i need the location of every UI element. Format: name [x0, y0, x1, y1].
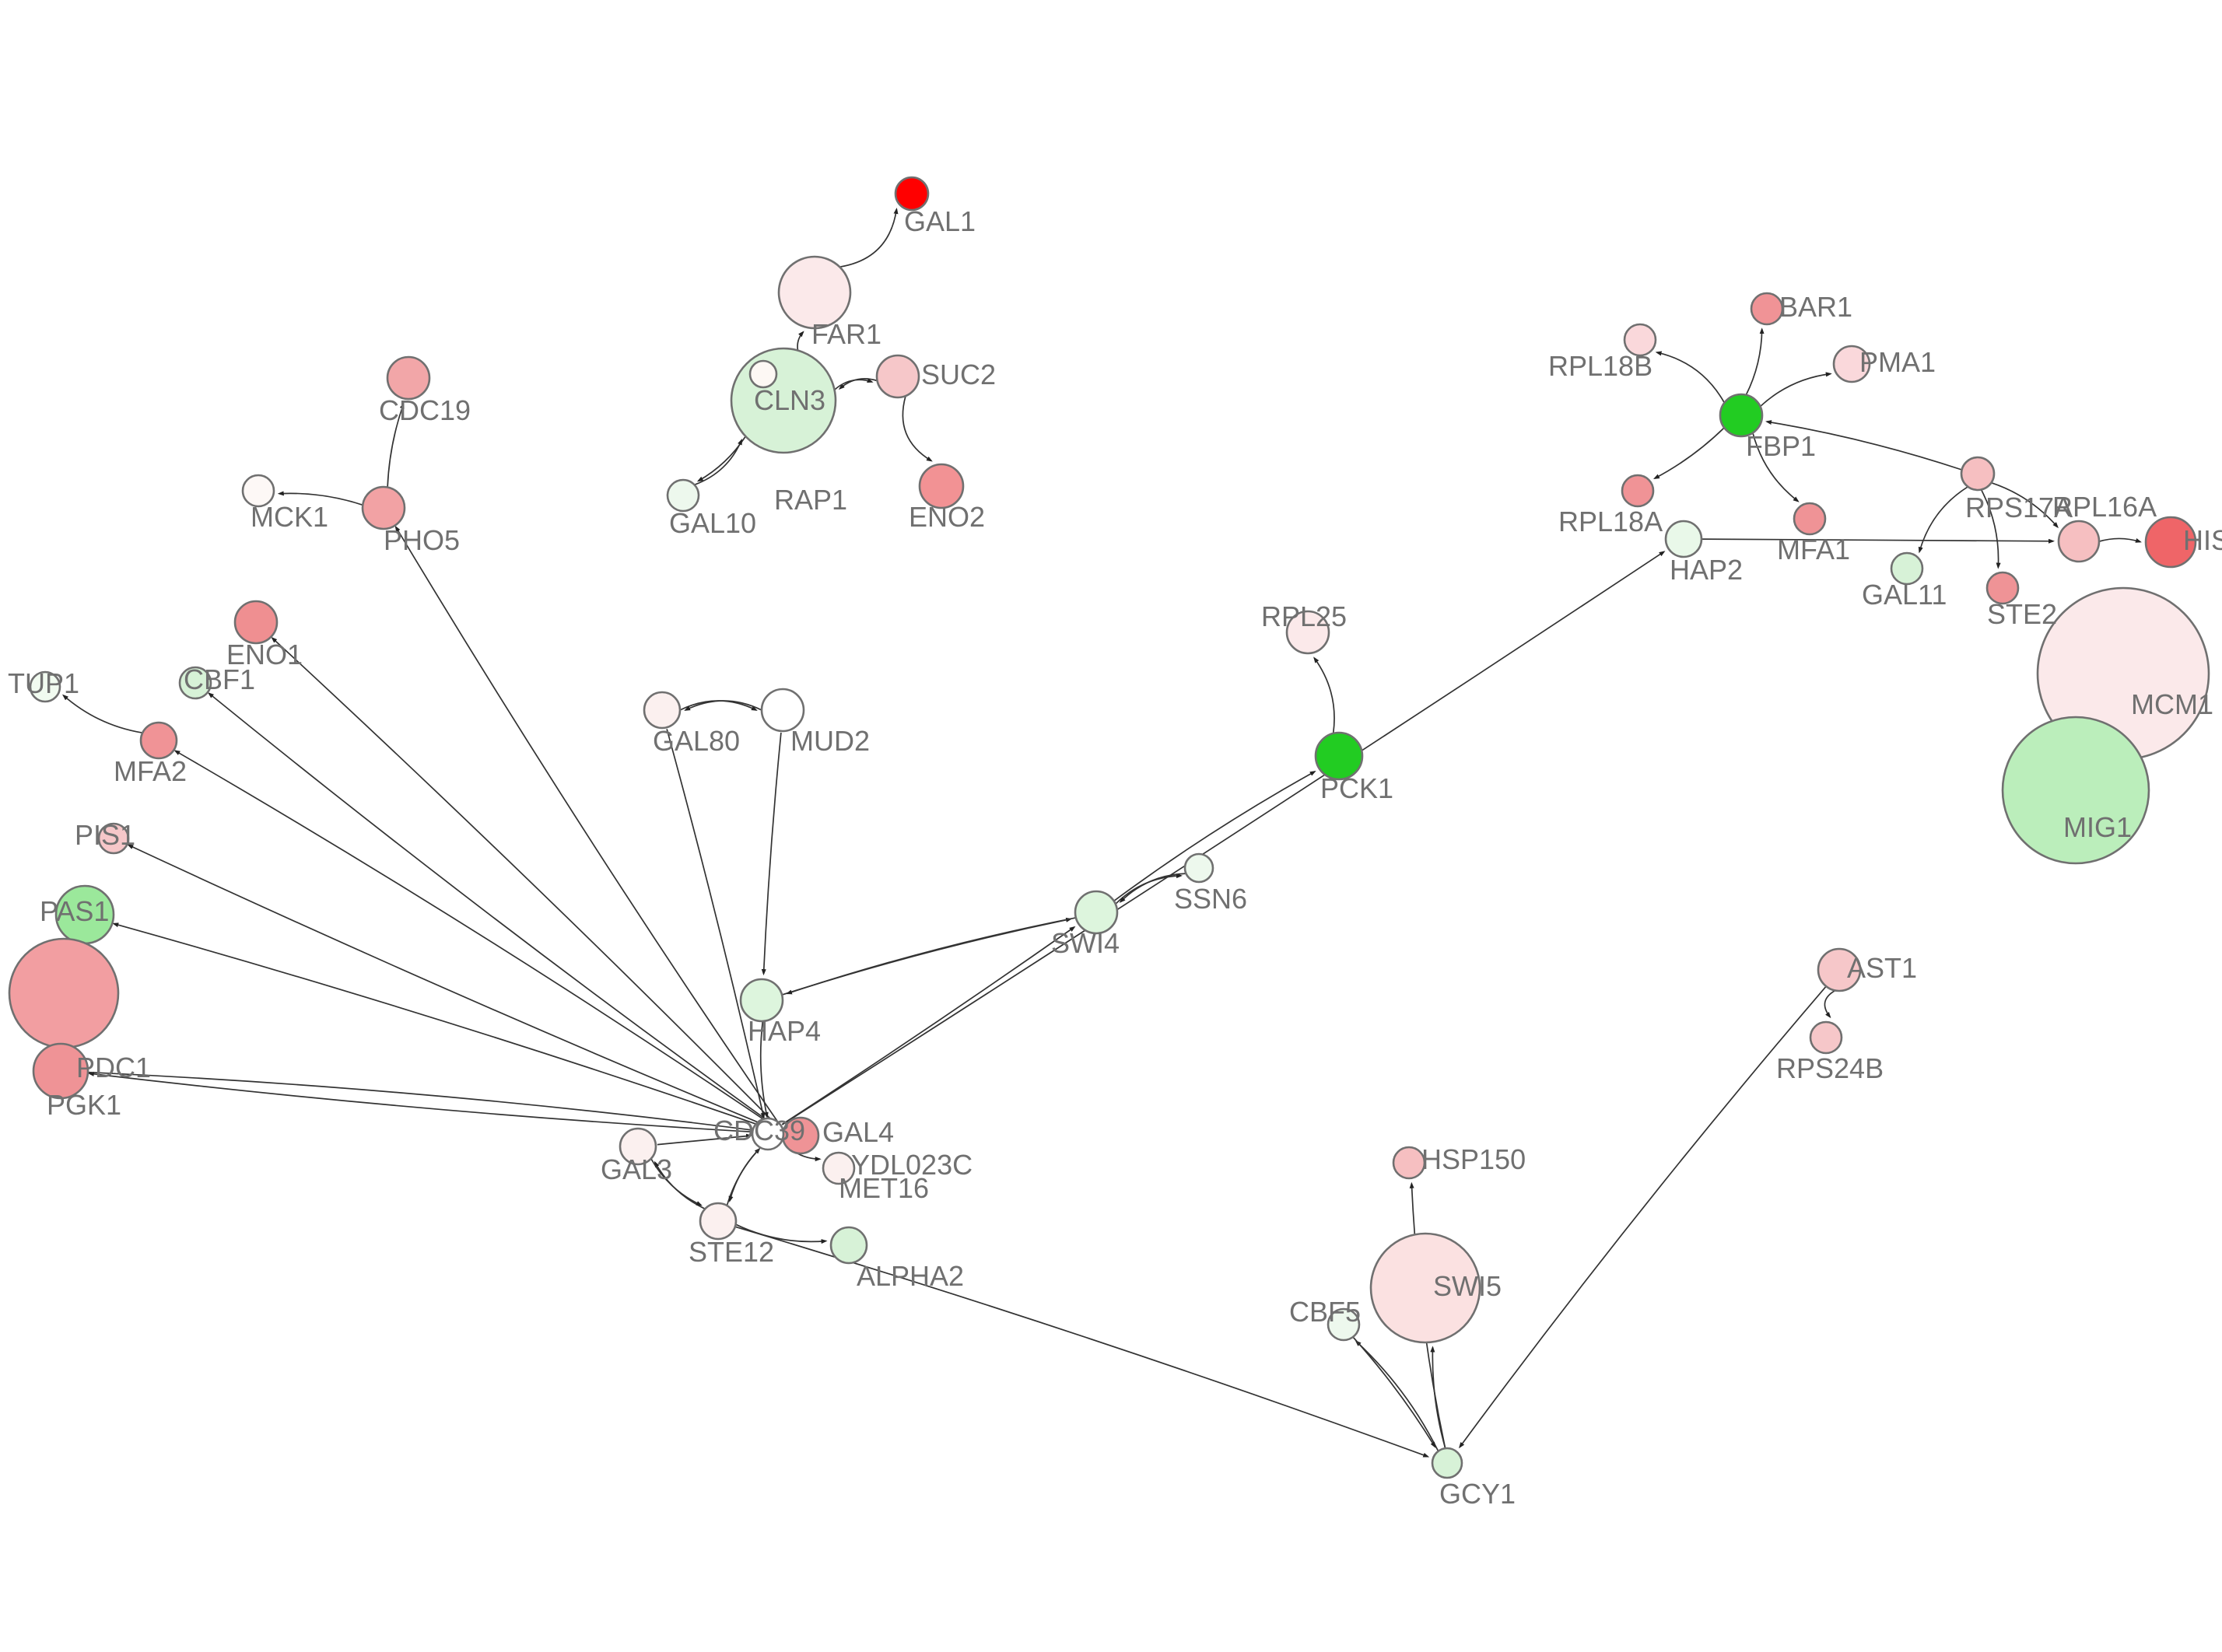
svg-text:SWI5: SWI5 [1433, 1270, 1502, 1302]
svg-text:PDC1: PDC1 [76, 1052, 151, 1083]
svg-text:CLN3: CLN3 [754, 384, 825, 416]
svg-text:AST1: AST1 [1847, 952, 1917, 984]
svg-text:HAP4: HAP4 [748, 1015, 821, 1047]
svg-text:MFA1: MFA1 [1777, 534, 1850, 565]
svg-text:PGK1: PGK1 [47, 1089, 121, 1121]
svg-text:GAL3: GAL3 [601, 1153, 672, 1185]
svg-text:MCM1: MCM1 [2131, 688, 2213, 720]
svg-text:PAS1: PAS1 [40, 895, 109, 927]
svg-text:PIS1: PIS1 [75, 819, 135, 851]
svg-text:GAL4: GAL4 [822, 1116, 894, 1148]
svg-text:RPL25: RPL25 [1261, 600, 1347, 632]
svg-text:ENO2: ENO2 [909, 501, 985, 533]
svg-text:BAR1: BAR1 [1779, 291, 1852, 323]
svg-text:GAL1: GAL1 [904, 205, 976, 237]
svg-text:GAL10: GAL10 [669, 507, 756, 539]
svg-text:HAP2: HAP2 [1670, 554, 1743, 586]
svg-text:RPL18A: RPL18A [1558, 506, 1663, 537]
svg-text:SWI4: SWI4 [1051, 927, 1120, 959]
svg-text:HSP150: HSP150 [1421, 1143, 1526, 1175]
svg-text:MIG1: MIG1 [2063, 811, 2132, 843]
svg-text:SUC2: SUC2 [921, 359, 996, 390]
svg-text:CDC39: CDC39 [713, 1115, 805, 1146]
svg-text:RAP1: RAP1 [774, 484, 847, 516]
svg-text:PHO5: PHO5 [384, 524, 460, 556]
svg-text:FBP1: FBP1 [1746, 430, 1816, 462]
svg-text:RPS24B: RPS24B [1776, 1052, 1884, 1084]
svg-text:RPL18B: RPL18B [1548, 350, 1652, 382]
svg-text:TUP1: TUP1 [8, 667, 79, 699]
svg-text:PCK1: PCK1 [1320, 772, 1393, 804]
svg-text:STE12: STE12 [689, 1236, 774, 1268]
svg-text:HIS4: HIS4 [2183, 524, 2222, 556]
svg-text:CBF1: CBF1 [184, 663, 255, 695]
svg-text:GCY1: GCY1 [1439, 1478, 1516, 1510]
svg-text:GAL80: GAL80 [653, 725, 740, 757]
svg-text:CDC19: CDC19 [379, 394, 471, 426]
svg-text:MUD2: MUD2 [790, 725, 870, 757]
svg-text:RPL16A: RPL16A [2052, 491, 2157, 523]
svg-text:MET16: MET16 [839, 1172, 929, 1204]
svg-text:MFA2: MFA2 [114, 755, 187, 787]
svg-text:ALPHA2: ALPHA2 [857, 1260, 964, 1292]
svg-text:FAR1: FAR1 [811, 318, 881, 350]
svg-text:STE2: STE2 [1987, 598, 2057, 630]
svg-text:PMA1: PMA1 [1859, 346, 1936, 378]
svg-text:SSN6: SSN6 [1174, 883, 1247, 915]
svg-text:GAL11: GAL11 [1862, 579, 1947, 611]
svg-text:MCK1: MCK1 [251, 501, 328, 533]
svg-text:CBF5: CBF5 [1289, 1296, 1361, 1328]
